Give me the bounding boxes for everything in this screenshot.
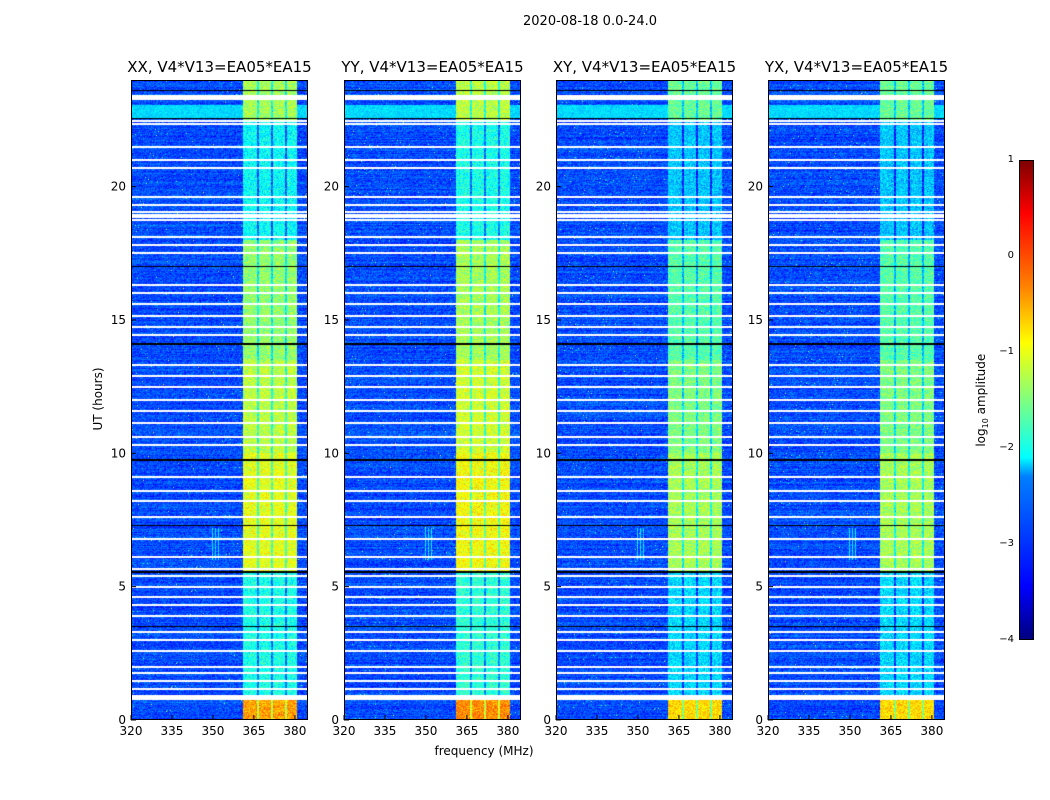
spectrogram-heatmap [344, 80, 521, 720]
x-tick-label: 380 [708, 724, 731, 738]
x-tick-label: 365 [455, 724, 478, 738]
x-tick-label: 320 [333, 724, 356, 738]
y-tick-label: 0 [543, 713, 551, 727]
panel-xx: XX, V4*V13=EA05*EA15 320 335 350 365 380 0 5 10… [111, 58, 312, 738]
y-tick-label: 15 [111, 313, 126, 327]
panel-title: YX, V4*V13=EA05*EA15 [764, 58, 949, 76]
axes-frame [556, 80, 733, 720]
x-tick-label: 335 [374, 724, 397, 738]
x-tick-label: 335 [161, 724, 184, 738]
x-tick-label: 365 [242, 724, 265, 738]
axes: 320 335 350 365 380 0 5 10 15 20 [748, 80, 945, 738]
x-axis-label: frequency (MHz) [434, 744, 534, 758]
y-tick-label: 10 [748, 446, 763, 460]
y-tick-label: 15 [324, 313, 339, 327]
colorbar-label-sub: 10 [981, 418, 991, 429]
spectrogram-heatmap [556, 80, 733, 720]
axes: 320 335 350 365 380 0 5 10 15 20 [324, 80, 521, 738]
y-tick-label: 5 [543, 580, 551, 594]
spectrogram-heatmap [768, 80, 945, 720]
y-tick-label: 20 [536, 180, 551, 194]
y-tick-label: 10 [324, 446, 339, 460]
x-tick-label: 350 [201, 724, 224, 738]
panel-yy: YY, V4*V13=EA05*EA15 320 335 350 365 380 0 5 10… [324, 58, 524, 738]
colorbar-tick-label: −1 [999, 346, 1014, 357]
panel-yx: YX, V4*V13=EA05*EA15 320 335 350 365 380 0 5 10… [748, 58, 948, 738]
x-tick-label: 335 [586, 724, 609, 738]
x-tick-label: 320 [757, 724, 780, 738]
colorbar-tick-label: −4 [999, 634, 1014, 645]
y-tick-label: 0 [755, 713, 763, 727]
y-tick-label: 20 [324, 180, 339, 194]
axes-frame [344, 80, 521, 720]
y-tick-label: 5 [755, 580, 763, 594]
x-tick-label: 380 [283, 724, 306, 738]
x-tick-label: 365 [879, 724, 902, 738]
panel-title: XY, V4*V13=EA05*EA15 [552, 58, 737, 76]
x-tick-label: 335 [798, 724, 821, 738]
axes: 320 335 350 365 380 0 5 10 15 20 [536, 80, 733, 738]
x-tick-label: 350 [414, 724, 437, 738]
axes-frame [768, 80, 945, 720]
colorbar [1019, 160, 1034, 640]
axes: 320 335 350 365 380 0 5 10 15 20 [111, 80, 308, 738]
y-tick-label: 15 [748, 313, 763, 327]
colorbar-label-rest: amplitude [973, 353, 988, 419]
colorbar-tick-label: 1 [1007, 154, 1014, 165]
panel-title: XX, V4*V13=EA05*EA15 [127, 58, 312, 76]
x-tick-label: 380 [496, 724, 519, 738]
colorbar-label: log10 amplitude [974, 340, 990, 460]
y-tick-label: 15 [536, 313, 551, 327]
y-tick-label: 20 [111, 180, 126, 194]
axes-frame [131, 80, 308, 720]
x-tick-label: 365 [667, 724, 690, 738]
x-tick-label: 320 [120, 724, 143, 738]
spectrogram-heatmap [131, 80, 308, 720]
y-axis-label: UT (hours) [91, 367, 105, 431]
colorbar-tick-label: −3 [999, 538, 1014, 549]
y-tick-label: 20 [748, 180, 763, 194]
panel-title: YY, V4*V13=EA05*EA15 [341, 58, 524, 76]
panel-xy: XY, V4*V13=EA05*EA15 320 335 350 365 380 0 5 10… [536, 58, 736, 738]
x-tick-label: 350 [626, 724, 649, 738]
colorbar-tick-label: −2 [999, 442, 1014, 453]
y-tick-label: 0 [118, 713, 126, 727]
y-tick-label: 5 [118, 580, 126, 594]
figure-title: 2020-08-18 0.0-24.0 [523, 14, 657, 29]
x-tick-label: 320 [545, 724, 568, 738]
y-tick-label: 5 [331, 580, 339, 594]
y-tick-label: 10 [536, 446, 551, 460]
x-tick-label: 350 [838, 724, 861, 738]
colorbar-label-main: log [973, 428, 988, 447]
y-tick-label: 0 [331, 713, 339, 727]
y-tick-label: 10 [111, 446, 126, 460]
x-tick-label: 380 [920, 724, 943, 738]
colorbar-tick-label: 0 [1007, 250, 1014, 261]
